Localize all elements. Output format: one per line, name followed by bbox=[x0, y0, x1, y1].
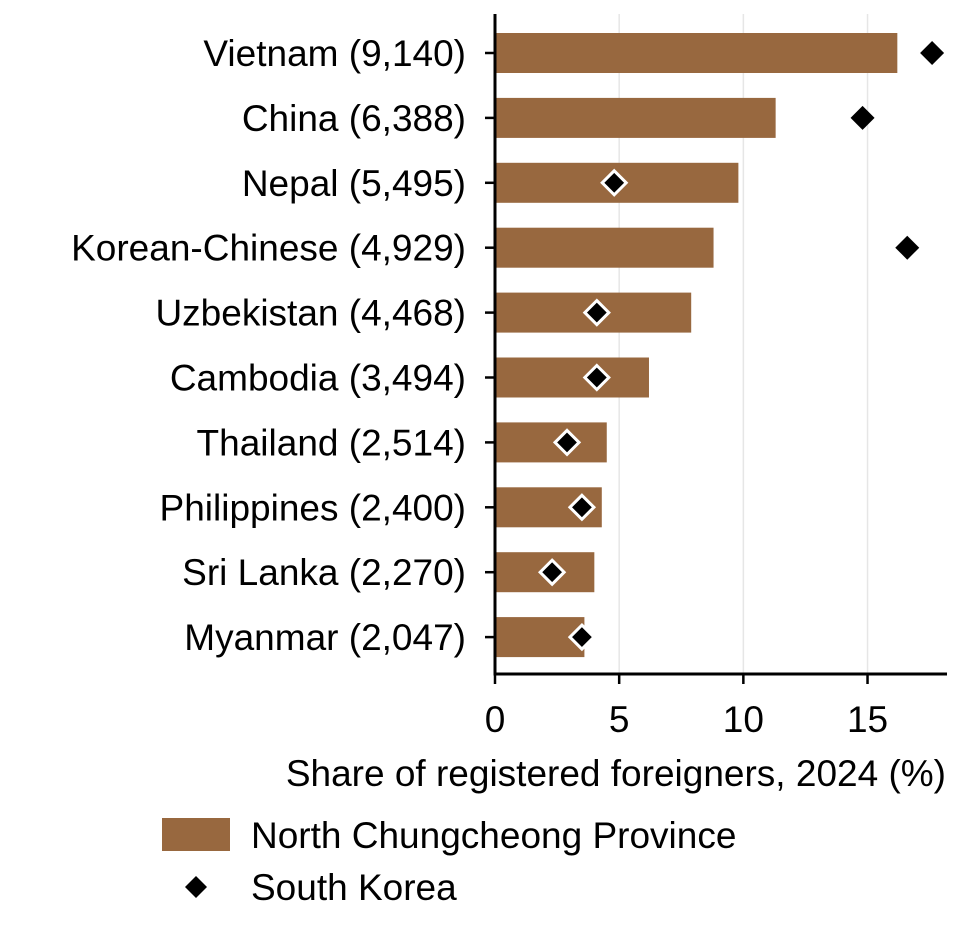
marker-thailand bbox=[552, 428, 582, 457]
category-label-vietnam: Vietnam (9,140) bbox=[203, 33, 466, 74]
marker-uzbekistan bbox=[582, 298, 611, 327]
bar-china bbox=[495, 97, 776, 138]
bar-vietnam bbox=[495, 33, 898, 73]
category-label-thailand: Thailand (2,514) bbox=[197, 422, 466, 463]
category-label-cambodia: Cambodia (3,494) bbox=[170, 358, 466, 399]
category-label-nepal: Nepal (5,495) bbox=[242, 163, 466, 204]
bar-thailand bbox=[495, 422, 607, 463]
category-label-uzbekistan: Uzbekistan (4,468) bbox=[155, 293, 466, 334]
category-label-korean-chinese: Korean-Chinese (4,929) bbox=[71, 228, 466, 269]
bar-series-north-chungcheong bbox=[495, 33, 898, 658]
category-label-myanmar: Myanmar (2,047) bbox=[184, 617, 466, 658]
legend-label-north-chungcheong: North Chungcheong Province bbox=[251, 815, 736, 856]
legend-swatch-north-chungcheong bbox=[162, 818, 230, 851]
x-tick-label-0: 0 bbox=[485, 699, 506, 740]
marker-nepal bbox=[600, 168, 629, 197]
category-label-sri-lanka: Sri Lanka (2,270) bbox=[182, 552, 466, 593]
marker-vietnam bbox=[920, 41, 945, 65]
x-tick-label-5: 5 bbox=[609, 699, 630, 740]
x-tick-label-10: 10 bbox=[723, 699, 764, 740]
marker-korean-chinese bbox=[895, 235, 920, 260]
bar-cambodia bbox=[495, 357, 649, 398]
legend-label-south-korea: South Korea bbox=[251, 867, 457, 908]
x-tick-label-15: 15 bbox=[847, 699, 888, 740]
legend-swatch-south-korea bbox=[185, 876, 207, 898]
axes bbox=[485, 14, 947, 684]
category-label-philippines: Philippines (2,400) bbox=[160, 487, 466, 528]
marker-myanmar bbox=[567, 622, 597, 652]
legend: North Chungcheong Province South Korea bbox=[162, 815, 736, 908]
marker-china bbox=[850, 105, 875, 130]
x-tick-labels: 0 5 10 15 bbox=[485, 699, 888, 740]
marker-cambodia bbox=[582, 363, 611, 392]
marker-series-south-korea bbox=[537, 41, 945, 652]
marker-sri-lanka bbox=[537, 558, 567, 587]
category-labels: Vietnam (9,140) China (6,388) Nepal (5,495… bbox=[71, 33, 466, 658]
category-label-china: China (6,388) bbox=[242, 98, 466, 139]
marker-philippines bbox=[567, 493, 597, 522]
bar-korean-chinese bbox=[495, 227, 714, 268]
x-axis-title: Share of registered foreigners, 2024 (%) bbox=[286, 753, 946, 794]
